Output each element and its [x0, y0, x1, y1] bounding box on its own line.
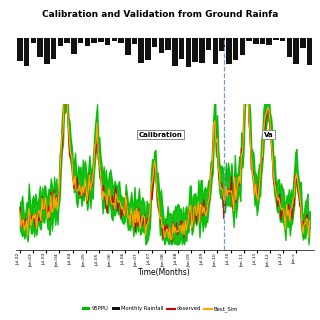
- Bar: [287, 38, 292, 57]
- Bar: [152, 38, 157, 47]
- Text: Va: Va: [264, 132, 273, 138]
- Bar: [239, 38, 245, 55]
- Text: Calibration: Calibration: [139, 132, 182, 138]
- Bar: [219, 38, 225, 51]
- Bar: [159, 38, 164, 53]
- Bar: [125, 38, 131, 55]
- Bar: [273, 38, 279, 40]
- Bar: [84, 38, 90, 46]
- Bar: [37, 38, 43, 57]
- Bar: [91, 38, 97, 44]
- Bar: [199, 38, 204, 63]
- Bar: [31, 38, 36, 43]
- Bar: [44, 38, 50, 64]
- Bar: [145, 38, 151, 60]
- Bar: [253, 38, 259, 44]
- Bar: [300, 38, 306, 48]
- Text: Calibration and Validation from Ground Rainfa: Calibration and Validation from Ground R…: [42, 10, 278, 19]
- Bar: [24, 38, 29, 67]
- Bar: [233, 38, 238, 60]
- Bar: [267, 38, 272, 45]
- Bar: [293, 38, 299, 64]
- Bar: [186, 38, 191, 67]
- Bar: [179, 38, 184, 59]
- Bar: [118, 38, 124, 44]
- Bar: [172, 38, 178, 67]
- Bar: [206, 38, 211, 50]
- Bar: [165, 38, 171, 50]
- Bar: [51, 38, 56, 59]
- Bar: [105, 38, 110, 45]
- Bar: [192, 38, 198, 62]
- Bar: [307, 38, 312, 65]
- Legend: 95PPU, Monthly Rainfall, observed, Best_Sim: 95PPU, Monthly Rainfall, observed, Best_…: [80, 304, 240, 314]
- Bar: [139, 38, 144, 63]
- Bar: [98, 38, 104, 42]
- Bar: [226, 38, 232, 64]
- Bar: [132, 38, 137, 44]
- Bar: [71, 38, 76, 54]
- Bar: [280, 38, 285, 41]
- Bar: [58, 38, 63, 46]
- Bar: [212, 38, 218, 64]
- Bar: [246, 38, 252, 41]
- Bar: [78, 38, 83, 43]
- X-axis label: Time(Months): Time(Months): [139, 268, 191, 277]
- Bar: [17, 38, 23, 61]
- Bar: [260, 38, 265, 44]
- Bar: [64, 38, 70, 44]
- Bar: [111, 38, 117, 41]
